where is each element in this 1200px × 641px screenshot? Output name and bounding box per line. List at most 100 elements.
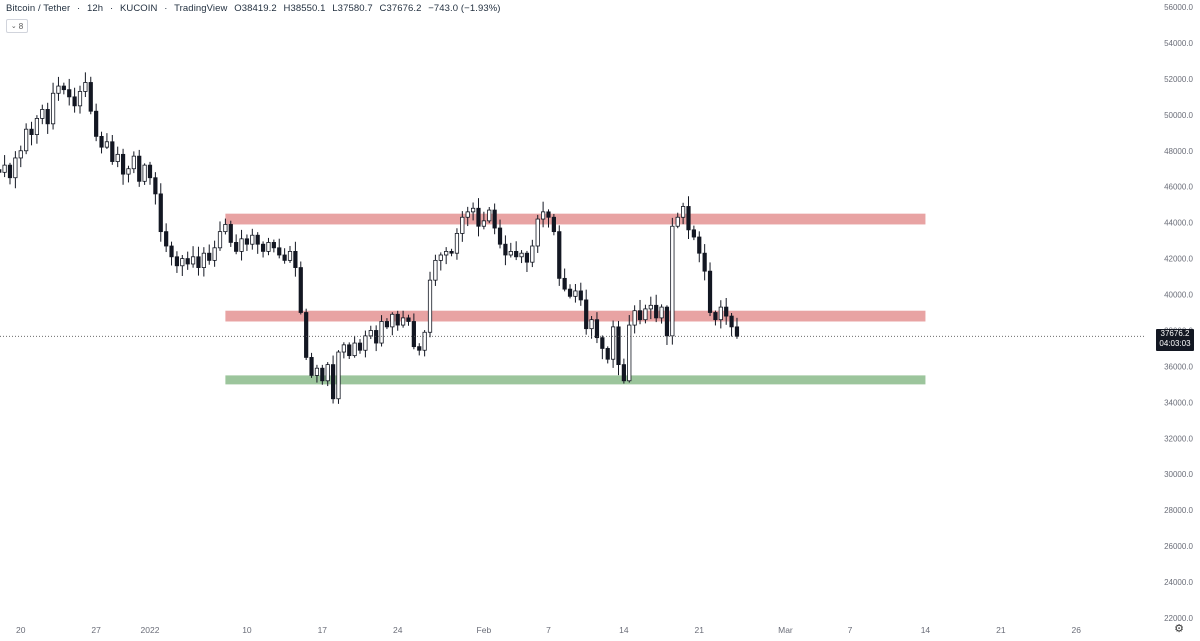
candle-body-up <box>643 308 648 321</box>
candle <box>250 228 255 250</box>
candle <box>530 239 535 268</box>
candle-body-up <box>670 225 675 337</box>
candle <box>110 134 115 165</box>
candle-body-down <box>411 321 416 348</box>
separator: · <box>77 3 81 14</box>
candle-body-down <box>637 310 643 321</box>
candle <box>594 312 600 344</box>
interval[interactable]: 12h <box>87 3 104 14</box>
candle-body-up <box>438 254 443 261</box>
candle <box>67 78 72 106</box>
candle-body-down <box>67 89 72 98</box>
candle-body-down <box>384 321 390 328</box>
candle <box>7 162 13 185</box>
candle-body-down <box>691 229 696 238</box>
candle <box>487 206 492 224</box>
candle-body-up <box>659 306 664 319</box>
candle <box>654 294 659 323</box>
candle-body-up <box>541 211 546 220</box>
time-tick-label: Mar <box>778 625 793 635</box>
time-tick-label: 10 <box>242 625 252 635</box>
candle-body-down <box>729 315 734 328</box>
resistance-zone-0[interactable] <box>225 213 926 225</box>
candle <box>637 299 643 325</box>
candle-body-down <box>137 155 142 182</box>
candle-body-up <box>535 218 540 247</box>
candle-body-down <box>374 330 379 344</box>
candle <box>438 252 443 271</box>
time-tick-label: 2022 <box>141 625 160 635</box>
candle-body-up <box>77 91 83 107</box>
candle <box>228 220 233 247</box>
candle-body-up <box>83 82 88 92</box>
candle <box>578 282 583 306</box>
candle-body-up <box>481 220 486 227</box>
candle <box>88 76 93 115</box>
candle-body-down <box>417 346 422 351</box>
candle-body-down <box>406 317 411 322</box>
resistance-zone-1[interactable] <box>225 310 926 322</box>
candle-body-up <box>180 258 185 267</box>
candle-body-down <box>594 319 600 339</box>
candle-body-down <box>664 306 670 337</box>
candle-body-up <box>454 233 460 254</box>
support-zone-2[interactable] <box>225 375 926 385</box>
time-tick-label: 24 <box>393 625 403 635</box>
candle <box>465 206 470 227</box>
time-tick-label: 14 <box>619 625 629 635</box>
candle <box>368 325 373 340</box>
price-axis[interactable]: 56000.0 54000.0 52000.0 50000.0 48000.0 46000… <box>1164 3 1193 623</box>
candle <box>298 261 303 315</box>
candles <box>0 72 740 404</box>
candle <box>336 350 341 404</box>
candle-body-up <box>325 364 330 382</box>
candle-body-up <box>40 109 45 119</box>
candle-body-down <box>158 193 163 233</box>
candle-body-up <box>126 168 131 175</box>
candle-body-down <box>395 313 400 326</box>
candle <box>503 235 508 266</box>
candle-body-up <box>379 321 384 344</box>
candle <box>104 133 110 149</box>
candle-body-up <box>190 256 196 265</box>
candle <box>616 320 621 376</box>
price-tick-label: 26000.0 <box>1164 542 1193 551</box>
candle <box>61 82 66 95</box>
candle-body-down <box>492 209 497 229</box>
indicator-toggle-badge[interactable]: ⌄ 8 <box>6 19 28 33</box>
candle-body-up <box>433 259 438 281</box>
candle-body-up <box>400 317 406 326</box>
candle-body-up <box>648 304 653 310</box>
symbol-name[interactable]: Bitcoin / Tether <box>6 3 71 14</box>
candle-body-down <box>724 306 729 317</box>
gear-icon[interactable]: ⚙ <box>1174 623 1184 635</box>
price-tick-label: 46000.0 <box>1164 183 1193 192</box>
candle <box>260 241 266 258</box>
candle <box>460 211 465 242</box>
candle-body-up <box>487 209 492 222</box>
candle <box>648 296 653 320</box>
time-axis[interactable]: 20 27 2022 10 17 24 Feb 7 14 21 Mar 7 14 21 26 <box>16 625 1081 635</box>
candle <box>718 300 723 329</box>
candle-body-down <box>514 250 519 258</box>
candle-body-up <box>470 207 476 213</box>
candle <box>713 310 718 326</box>
candle-body-down <box>293 250 298 268</box>
candle <box>675 212 680 229</box>
candle <box>363 330 368 358</box>
candle <box>508 242 513 258</box>
candle <box>56 76 61 101</box>
candle <box>724 297 729 325</box>
candle-body-down <box>734 326 740 337</box>
candle <box>546 209 551 228</box>
candle-body-down <box>185 258 190 265</box>
price-tick-label: 24000.0 <box>1164 578 1193 587</box>
last-price-value: 37676.2 <box>1160 329 1190 339</box>
candle <box>40 104 45 125</box>
candle <box>314 364 320 383</box>
time-tick-label: 17 <box>318 625 328 635</box>
candle <box>621 358 626 384</box>
candle <box>557 225 562 286</box>
